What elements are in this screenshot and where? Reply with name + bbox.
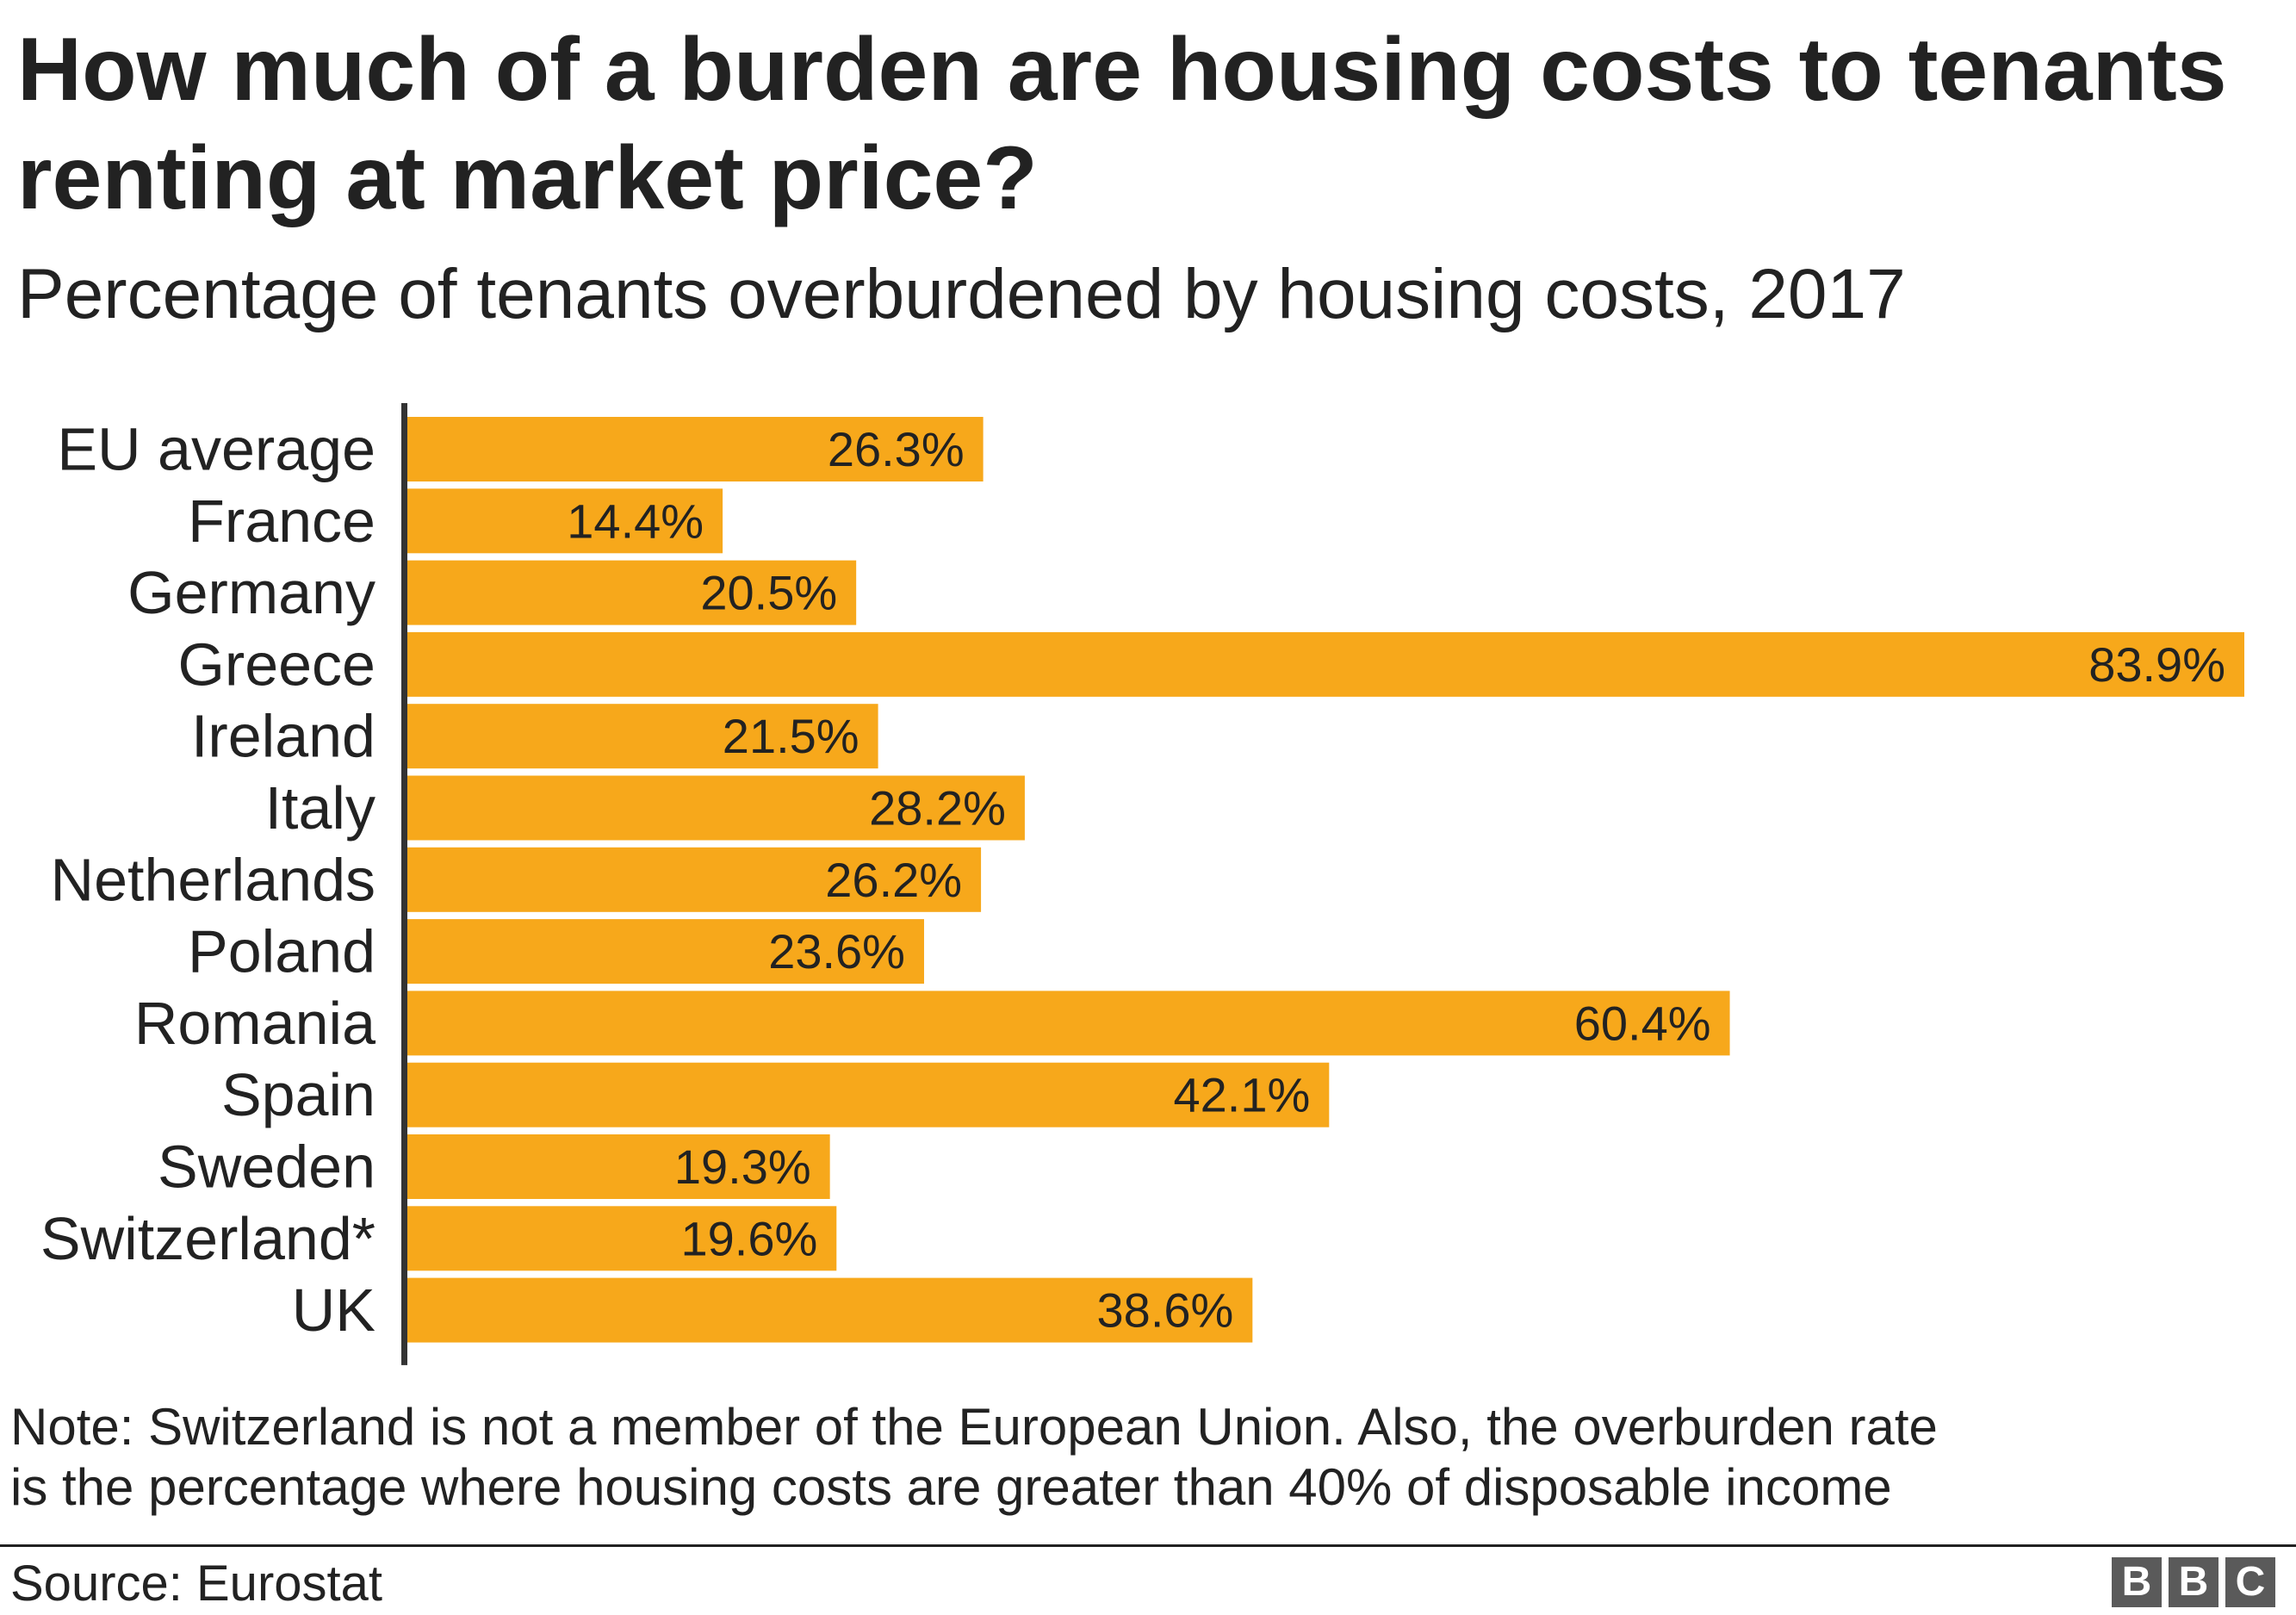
category-label-0: EU average	[57, 416, 375, 483]
value-label-0: 26.3%	[828, 422, 965, 476]
value-label-2: 20.5%	[700, 566, 837, 620]
category-label-11: Switzerland*	[40, 1205, 375, 1272]
value-label-3: 83.9%	[2088, 637, 2225, 692]
bar-chart: EU average 26.3% France 14.4% Germany 20.5% Gr…	[40, 403, 2244, 1365]
bar-2	[407, 560, 857, 625]
chart-note: Note: Switzerland is not a member of the…	[10, 1397, 2284, 1518]
value-label-10: 19.3%	[674, 1140, 811, 1194]
bar-4	[407, 704, 878, 769]
y-axis-line	[401, 403, 407, 1365]
bbc-logo-letter-2: B	[2169, 1557, 2218, 1607]
category-label-8: Romania	[134, 990, 375, 1057]
source-text: Source: Eurostat	[10, 1556, 382, 1612]
value-label-9: 42.1%	[1174, 1068, 1311, 1122]
value-label-11: 19.6%	[680, 1211, 817, 1265]
chart-subtitle: Percentage of tenants overburdened by ho…	[17, 255, 1906, 333]
value-label-8: 60.4%	[1574, 996, 1711, 1050]
category-label-5: Italy	[265, 774, 375, 842]
category-label-7: Poland	[188, 918, 375, 985]
bar-6	[407, 847, 982, 912]
bar-5	[407, 775, 1025, 841]
chart-title: How much of a burden are housing costs t…	[17, 20, 2227, 228]
bar-0	[407, 417, 984, 481]
bar-9	[407, 1062, 1330, 1127]
bbc-logo-letter-3: C	[2225, 1557, 2275, 1607]
category-label-1: France	[188, 488, 375, 555]
category-label-3: Greece	[177, 630, 375, 698]
value-label-1: 14.4%	[567, 494, 704, 548]
bar-8	[407, 991, 1730, 1056]
value-label-12: 38.6%	[1097, 1283, 1234, 1338]
bar-10	[407, 1134, 830, 1199]
value-label-6: 26.2%	[825, 853, 962, 907]
bar-11	[407, 1206, 837, 1271]
note-line-1: Note: Switzerland is not a member of the…	[10, 1398, 1938, 1456]
footer-divider	[0, 1544, 2296, 1547]
bbc-logo: B B C	[2112, 1557, 2275, 1607]
note-line-2: is the percentage where housing costs ar…	[10, 1458, 1892, 1516]
bar-1	[407, 488, 723, 554]
bar-3	[407, 631, 2244, 697]
bar-7	[407, 919, 924, 985]
category-label-9: Spain	[221, 1061, 375, 1128]
category-label-4: Ireland	[191, 703, 375, 770]
value-label-5: 28.2%	[869, 781, 1006, 835]
bar-12	[407, 1277, 1253, 1343]
category-label-12: UK	[292, 1276, 375, 1344]
value-label-7: 23.6%	[768, 924, 905, 978]
bbc-logo-letter-1: B	[2112, 1557, 2162, 1607]
category-label-10: Sweden	[158, 1134, 375, 1201]
category-label-6: Netherlands	[51, 846, 375, 913]
value-label-4: 21.5%	[723, 709, 859, 763]
category-label-2: Germany	[127, 559, 375, 626]
